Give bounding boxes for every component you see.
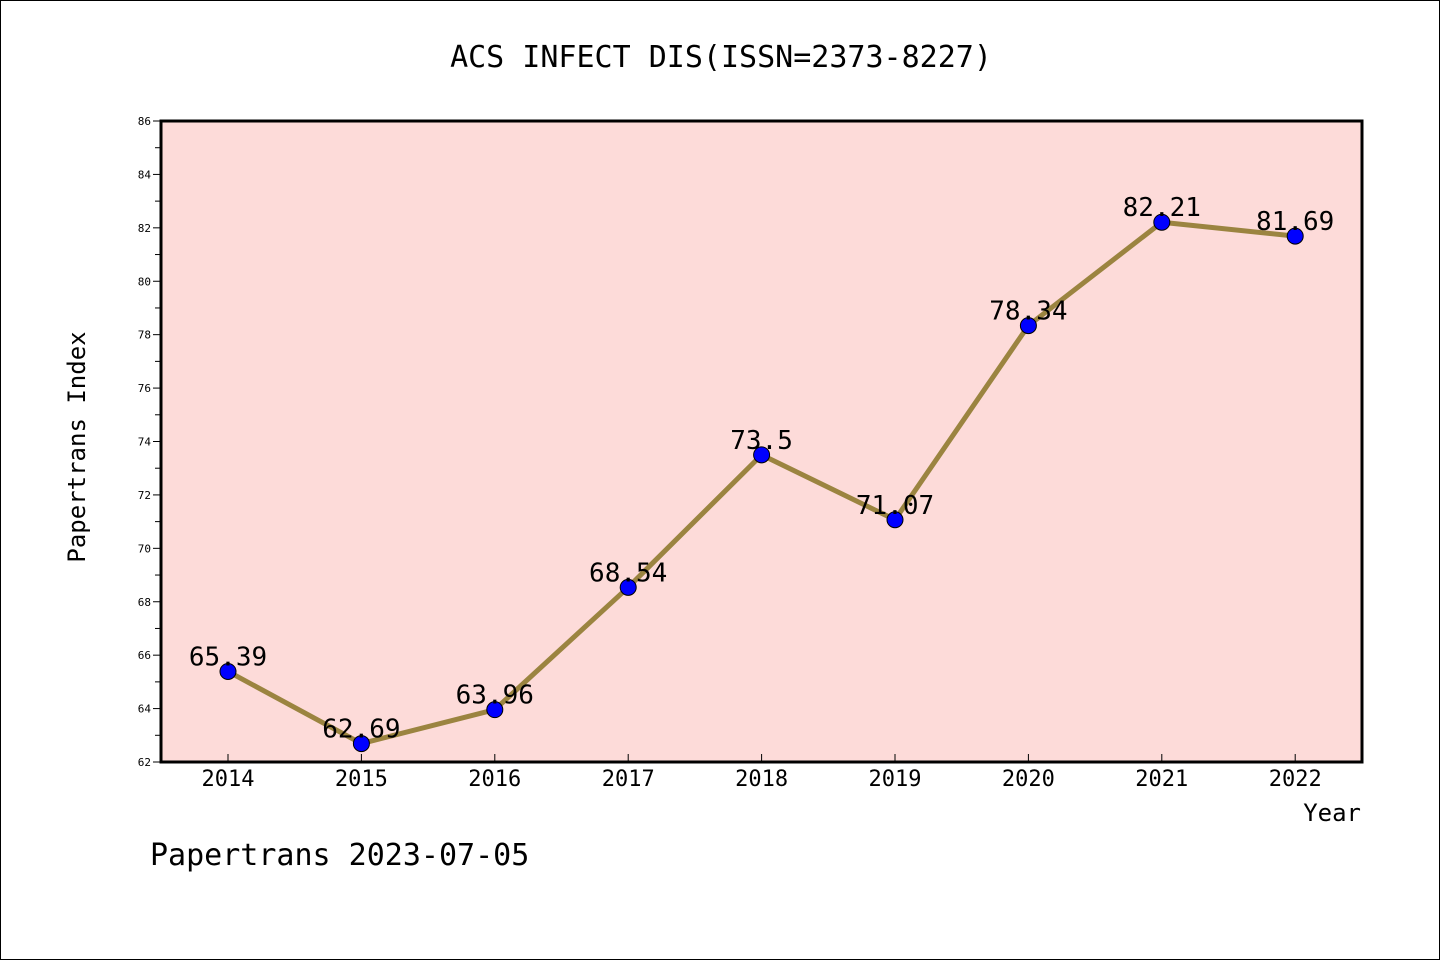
x-tick-label: 2015 <box>335 767 388 792</box>
footer-text: Papertrans 2023-07-05 <box>150 838 529 873</box>
data-label: 68.54 <box>589 558 667 588</box>
x-tick-label: 2019 <box>869 767 922 792</box>
y-tick-label: 66 <box>138 649 151 662</box>
data-label: 62.69 <box>322 715 400 745</box>
y-tick-label: 70 <box>138 542 151 555</box>
data-labels: 65.39 62.69 63.96 68.54 73.5 71.07 78.34 82.21 8… <box>189 193 1334 744</box>
data-label: 63.96 <box>456 681 534 711</box>
y-axis: 62 64 66 68 70 72 74 76 78 80 82 84 86 <box>138 115 161 769</box>
y-axis-label: Papertrans Index <box>63 331 91 562</box>
y-tick-label: 82 <box>138 222 151 235</box>
x-tick-label: 2017 <box>602 767 655 792</box>
data-point <box>1286 227 1304 245</box>
y-tick-label: 68 <box>138 596 151 609</box>
data-point <box>1019 317 1037 335</box>
data-label: 65.39 <box>189 642 267 672</box>
x-tick-label: 2018 <box>735 767 788 792</box>
data-point <box>619 578 637 596</box>
data-point <box>753 446 771 464</box>
x-tick-label: 2021 <box>1135 767 1188 792</box>
x-axis: 2014 2015 2016 2017 2018 2019 2020 2021 2022 <box>202 754 1322 792</box>
y-tick-label: 78 <box>138 329 151 342</box>
x-axis-label: Year <box>1303 799 1361 827</box>
data-point <box>1153 213 1171 231</box>
y-tick-label: 64 <box>138 703 152 716</box>
y-tick-label: 76 <box>138 382 151 395</box>
data-markers <box>219 213 1304 753</box>
x-tick-label: 2014 <box>202 767 255 792</box>
y-tick-label: 72 <box>138 489 151 502</box>
x-tick-label: 2020 <box>1002 767 1055 792</box>
data-point <box>219 662 237 680</box>
data-point <box>886 511 904 529</box>
y-tick-label: 80 <box>138 275 151 288</box>
data-label: 81.69 <box>1256 207 1334 237</box>
x-tick-label: 2016 <box>468 767 521 792</box>
data-label: 78.34 <box>989 297 1067 327</box>
data-label: 82.21 <box>1123 193 1201 223</box>
data-point <box>352 735 370 753</box>
y-tick-label: 62 <box>138 756 151 769</box>
chart-title: ACS INFECT DIS(ISSN=2373-8227) <box>450 40 992 75</box>
data-point <box>486 701 504 719</box>
y-tick-label: 86 <box>138 115 151 128</box>
x-tick-label: 2022 <box>1269 767 1322 792</box>
y-tick-label: 74 <box>138 436 152 449</box>
data-label: 71.07 <box>856 491 934 521</box>
y-tick-label: 84 <box>138 168 152 181</box>
data-label: 73.5 <box>730 426 793 456</box>
